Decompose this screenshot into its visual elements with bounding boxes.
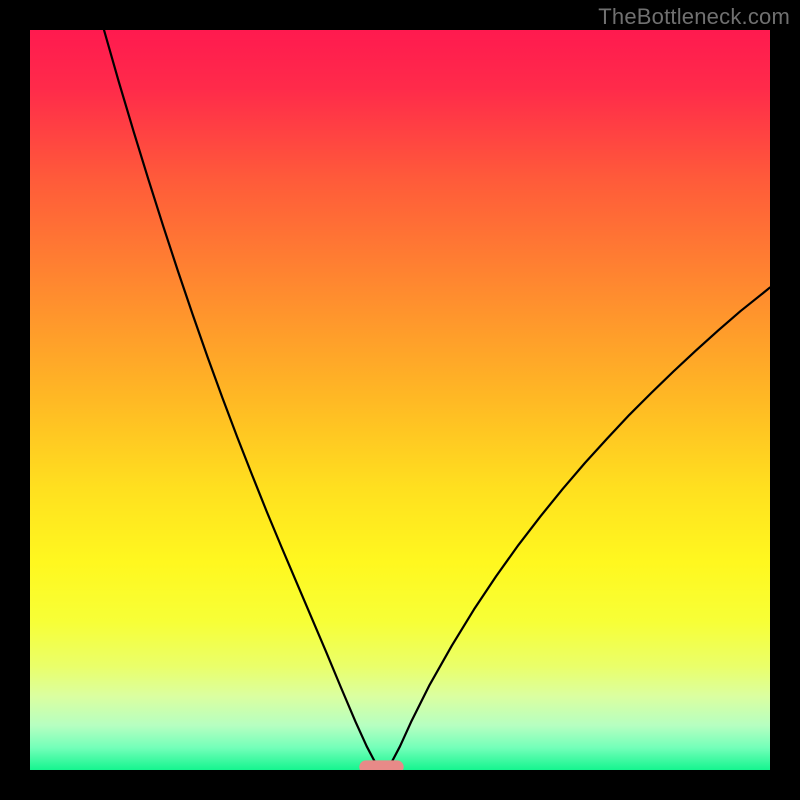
chart-frame: TheBottleneck.com [0, 0, 800, 800]
plot-background [30, 30, 770, 770]
minimum-marker [359, 760, 403, 773]
bottleneck-chart [0, 0, 800, 800]
watermark-text: TheBottleneck.com [598, 4, 790, 30]
